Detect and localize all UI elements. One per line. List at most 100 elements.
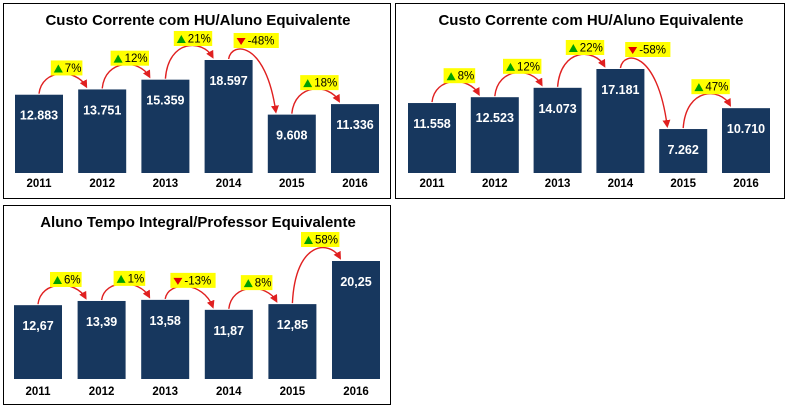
change-label: 8% [255, 278, 272, 290]
bar-2014 [204, 60, 253, 173]
change-label: 12% [125, 53, 148, 65]
data-label: 13.751 [83, 103, 121, 117]
bar-2012 [77, 300, 126, 379]
bar-2011 [15, 94, 63, 173]
change-label: 7% [65, 63, 82, 75]
data-label: 12.883 [20, 109, 58, 123]
tick-label: 2011 [420, 178, 446, 190]
change-arrow [682, 92, 731, 129]
data-label: 12.523 [476, 111, 514, 125]
chart-2: Custo Corrente com HU/Aluno Equivalente 1… [408, 12, 770, 190]
down-triangle-icon [173, 277, 183, 285]
tick-label: 2015 [670, 178, 696, 190]
tick-label: 2014 [216, 386, 242, 398]
change-label: 12% [517, 61, 540, 73]
change-badge: -13% [170, 272, 216, 288]
change-label: -13% [184, 275, 211, 287]
bar-2016 [722, 108, 770, 173]
change-label: 6% [64, 274, 81, 286]
change-badge: 8% [443, 68, 476, 84]
bar-2013 [533, 87, 582, 173]
change-badge: 6% [50, 271, 82, 287]
tick-label: 2012 [482, 178, 508, 190]
bar-2013 [141, 299, 190, 379]
tick-label: 2011 [27, 178, 53, 190]
change-label: -58% [639, 45, 666, 57]
change-badge: 58% [301, 232, 340, 247]
bar-2011 [14, 305, 62, 379]
change-badge: -48% [233, 33, 279, 48]
down-triangle-icon [628, 47, 638, 54]
change-badge: 7% [50, 60, 83, 76]
data-label: 9.608 [276, 129, 307, 143]
change-badge: 12% [503, 58, 542, 74]
change-label: 58% [315, 235, 338, 247]
data-label: 12,67 [22, 319, 53, 333]
bar-2014 [204, 309, 253, 379]
tick-label: 2011 [26, 386, 52, 398]
up-triangle-icon [176, 35, 186, 43]
change-label: -48% [248, 36, 275, 48]
up-triangle-icon [53, 64, 63, 73]
tick-label: 2015 [279, 178, 305, 190]
bar-2012 [78, 89, 127, 173]
data-label: 13,58 [150, 314, 181, 328]
bar-2016 [332, 261, 380, 379]
data-label: 14.073 [538, 102, 576, 116]
bar-2013 [141, 79, 190, 173]
change-badge: 8% [240, 275, 273, 291]
change-arrow [100, 283, 151, 301]
chart-1: Custo Corrente com HU/Aluno Equivalente 1… [15, 12, 379, 190]
data-label: 17.181 [601, 83, 639, 97]
change-label: 8% [458, 71, 475, 83]
change-label: 22% [580, 43, 603, 55]
chart-title: Custo Corrente com HU/Aluno Equivalente [438, 12, 743, 29]
change-badge: 22% [565, 40, 605, 55]
change-label: 18% [314, 78, 337, 90]
change-label: 47% [705, 82, 728, 94]
data-label: 13,39 [86, 315, 117, 329]
tick-label: 2012 [89, 386, 115, 398]
bar-2014 [596, 69, 645, 173]
tick-label: 2012 [89, 178, 115, 190]
bar-2016 [331, 104, 379, 173]
tick-label: 2015 [280, 386, 306, 398]
data-label: 11.336 [336, 118, 374, 132]
change-badge: 1% [113, 270, 146, 286]
data-label: 10.710 [727, 122, 765, 136]
chart-3: Aluno Tempo Integral/Professor Equivalen… [14, 214, 380, 398]
tick-label: 2016 [343, 386, 369, 398]
change-label: 1% [128, 273, 145, 285]
change-arrow [619, 57, 671, 129]
data-label: 15.359 [146, 94, 184, 108]
change-badge: 21% [173, 31, 213, 46]
data-label: 11.558 [413, 117, 451, 131]
change-arrow [556, 53, 606, 87]
tick-label: 2016 [342, 178, 368, 190]
up-triangle-icon [304, 236, 313, 244]
bar-2012 [470, 97, 519, 173]
up-triangle-icon [303, 79, 313, 88]
up-triangle-icon [113, 54, 123, 63]
chart-title: Custo Corrente com HU/Aluno Equivalente [45, 12, 350, 29]
change-label: 21% [188, 34, 211, 46]
chart-panel-2: Custo Corrente com HU/Aluno Equivalente 1… [395, 3, 785, 199]
data-label: 18.597 [209, 74, 247, 88]
up-triangle-icon [694, 83, 704, 92]
bar-2011 [408, 103, 456, 173]
down-triangle-icon [236, 38, 246, 45]
bar-2015 [268, 304, 317, 379]
up-triangle-icon [568, 44, 578, 52]
chart-title: Aluno Tempo Integral/Professor Equivalen… [40, 214, 356, 231]
data-label: 20,25 [340, 275, 371, 289]
up-triangle-icon [446, 72, 456, 81]
bar-2015 [659, 129, 708, 173]
up-triangle-icon [243, 279, 253, 288]
chart-panel-1: Custo Corrente com HU/Aluno Equivalente 1… [3, 3, 391, 199]
tick-label: 2013 [152, 386, 178, 398]
up-triangle-icon [506, 62, 515, 71]
data-label: 12,85 [277, 318, 308, 332]
change-badge: -58% [625, 42, 671, 57]
up-triangle-icon [53, 275, 62, 284]
tick-label: 2016 [733, 178, 759, 190]
